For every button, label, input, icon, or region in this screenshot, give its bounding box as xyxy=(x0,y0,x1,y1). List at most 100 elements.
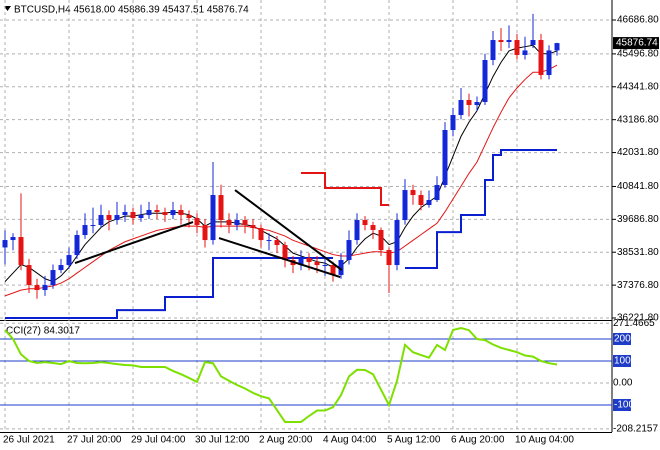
level-label-box xyxy=(613,355,631,368)
indicator-title: CCI(27) 84.3017 xyxy=(6,326,80,337)
candle-body xyxy=(362,220,368,226)
candle-body xyxy=(386,250,392,266)
candle-body xyxy=(402,190,408,221)
candle-body xyxy=(130,212,136,219)
candle-body xyxy=(218,195,224,221)
trendline xyxy=(74,221,194,264)
candle-body xyxy=(162,212,168,216)
x-tick-label: 30 Jul 12:00 xyxy=(195,435,250,446)
y-tick-label: 38531.80 xyxy=(617,247,659,258)
x-tick-label: 4 Aug 04:00 xyxy=(323,435,377,446)
candle-body xyxy=(26,265,32,286)
y-tick-label: 0.00 xyxy=(613,378,633,389)
candle-body xyxy=(370,225,376,231)
candle-body xyxy=(226,220,232,226)
candle-body xyxy=(490,40,496,61)
candle-body xyxy=(434,185,440,201)
level-label-box xyxy=(613,333,631,346)
y-tick-label: 100 xyxy=(614,356,631,367)
y-tick-label: -208.2157 xyxy=(613,423,658,434)
y-tick-label: 42031.80 xyxy=(617,147,659,158)
trendline xyxy=(234,189,343,271)
y-tick-label: -100 xyxy=(614,400,634,411)
y-tick-label: 43186.80 xyxy=(617,114,659,125)
candle-body xyxy=(282,245,288,261)
candle-body xyxy=(346,240,352,261)
candle-body xyxy=(338,260,344,276)
candle-body xyxy=(98,215,104,226)
candle-body xyxy=(450,115,456,131)
candle-body xyxy=(554,43,560,51)
chart-title: BTCUSD,H4 45618.00 45886.39 45437.51 458… xyxy=(14,5,249,16)
candle-body xyxy=(106,215,112,221)
x-tick-label: 27 Jul 20:00 xyxy=(67,435,122,446)
candle-body xyxy=(18,237,24,266)
candle-body xyxy=(50,270,56,286)
candle-body xyxy=(546,50,552,76)
indicator-line xyxy=(301,172,389,207)
candle-body xyxy=(42,285,48,291)
current-price-label: 45876.74 xyxy=(616,38,658,49)
x-tick-label: 6 Aug 20:00 xyxy=(451,435,505,446)
candle-body xyxy=(146,210,152,216)
candle-body xyxy=(74,235,80,256)
candle-body xyxy=(90,225,96,227)
x-tick-label: 2 Aug 20:00 xyxy=(259,435,313,446)
candle-body xyxy=(378,230,384,251)
candle-body xyxy=(258,228,264,241)
candle-body xyxy=(394,220,400,266)
candle-body xyxy=(458,100,464,116)
candle-body xyxy=(82,225,88,236)
candle-body xyxy=(514,40,520,55)
x-tick-label: 5 Aug 12:00 xyxy=(387,435,441,446)
candle-body xyxy=(506,40,512,43)
candle-body xyxy=(170,210,176,216)
candle-body xyxy=(322,265,328,267)
indicator-line xyxy=(4,326,558,423)
indicator-line xyxy=(4,64,558,297)
candle-body xyxy=(522,50,528,55)
candle-body xyxy=(530,40,536,46)
x-tick-label: 10 Aug 04:00 xyxy=(515,435,574,446)
candle-body xyxy=(186,215,192,219)
y-tick-label: 45496.80 xyxy=(617,49,659,60)
candle-body xyxy=(210,195,216,241)
candle-body xyxy=(314,262,320,266)
candle-body xyxy=(442,130,448,186)
indicator-line xyxy=(5,149,557,320)
candle-body xyxy=(34,285,40,291)
y-tick-label: 44341.80 xyxy=(617,81,659,92)
candle-body xyxy=(114,215,120,221)
candle-body xyxy=(538,40,544,76)
candle-body xyxy=(466,100,472,106)
candle-body xyxy=(482,60,488,103)
level-label-box xyxy=(613,399,631,412)
candle-body xyxy=(306,258,312,263)
candle-body xyxy=(234,220,240,226)
candle-body xyxy=(10,237,16,241)
candle-body xyxy=(154,210,160,213)
trendline xyxy=(218,237,341,278)
candle-body xyxy=(298,258,304,266)
candle-body xyxy=(274,240,280,246)
y-tick-label: 40841.80 xyxy=(617,181,659,192)
candle-body xyxy=(138,215,144,219)
candle-body xyxy=(178,210,184,216)
x-tick-label: 26 Jul 2021 xyxy=(3,435,55,446)
candle-body xyxy=(330,265,336,276)
candle-body xyxy=(410,190,416,196)
y-tick-label: 39686.80 xyxy=(617,214,659,225)
candle-body xyxy=(242,220,248,226)
candle-body xyxy=(2,240,8,248)
candle-body xyxy=(354,220,360,241)
candle-body xyxy=(474,102,480,106)
y-tick-label: 36221.80 xyxy=(617,313,659,324)
y-tick-label: 200 xyxy=(614,334,631,345)
y-tick-label: 46686.80 xyxy=(617,15,659,26)
menu-triangle xyxy=(4,6,11,11)
candle-body xyxy=(418,195,424,206)
candle-body xyxy=(498,40,504,43)
candle-body xyxy=(194,218,200,226)
candle-body xyxy=(66,255,72,266)
